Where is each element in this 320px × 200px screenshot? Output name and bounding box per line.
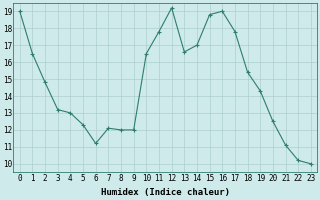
X-axis label: Humidex (Indice chaleur): Humidex (Indice chaleur) (101, 188, 230, 197)
